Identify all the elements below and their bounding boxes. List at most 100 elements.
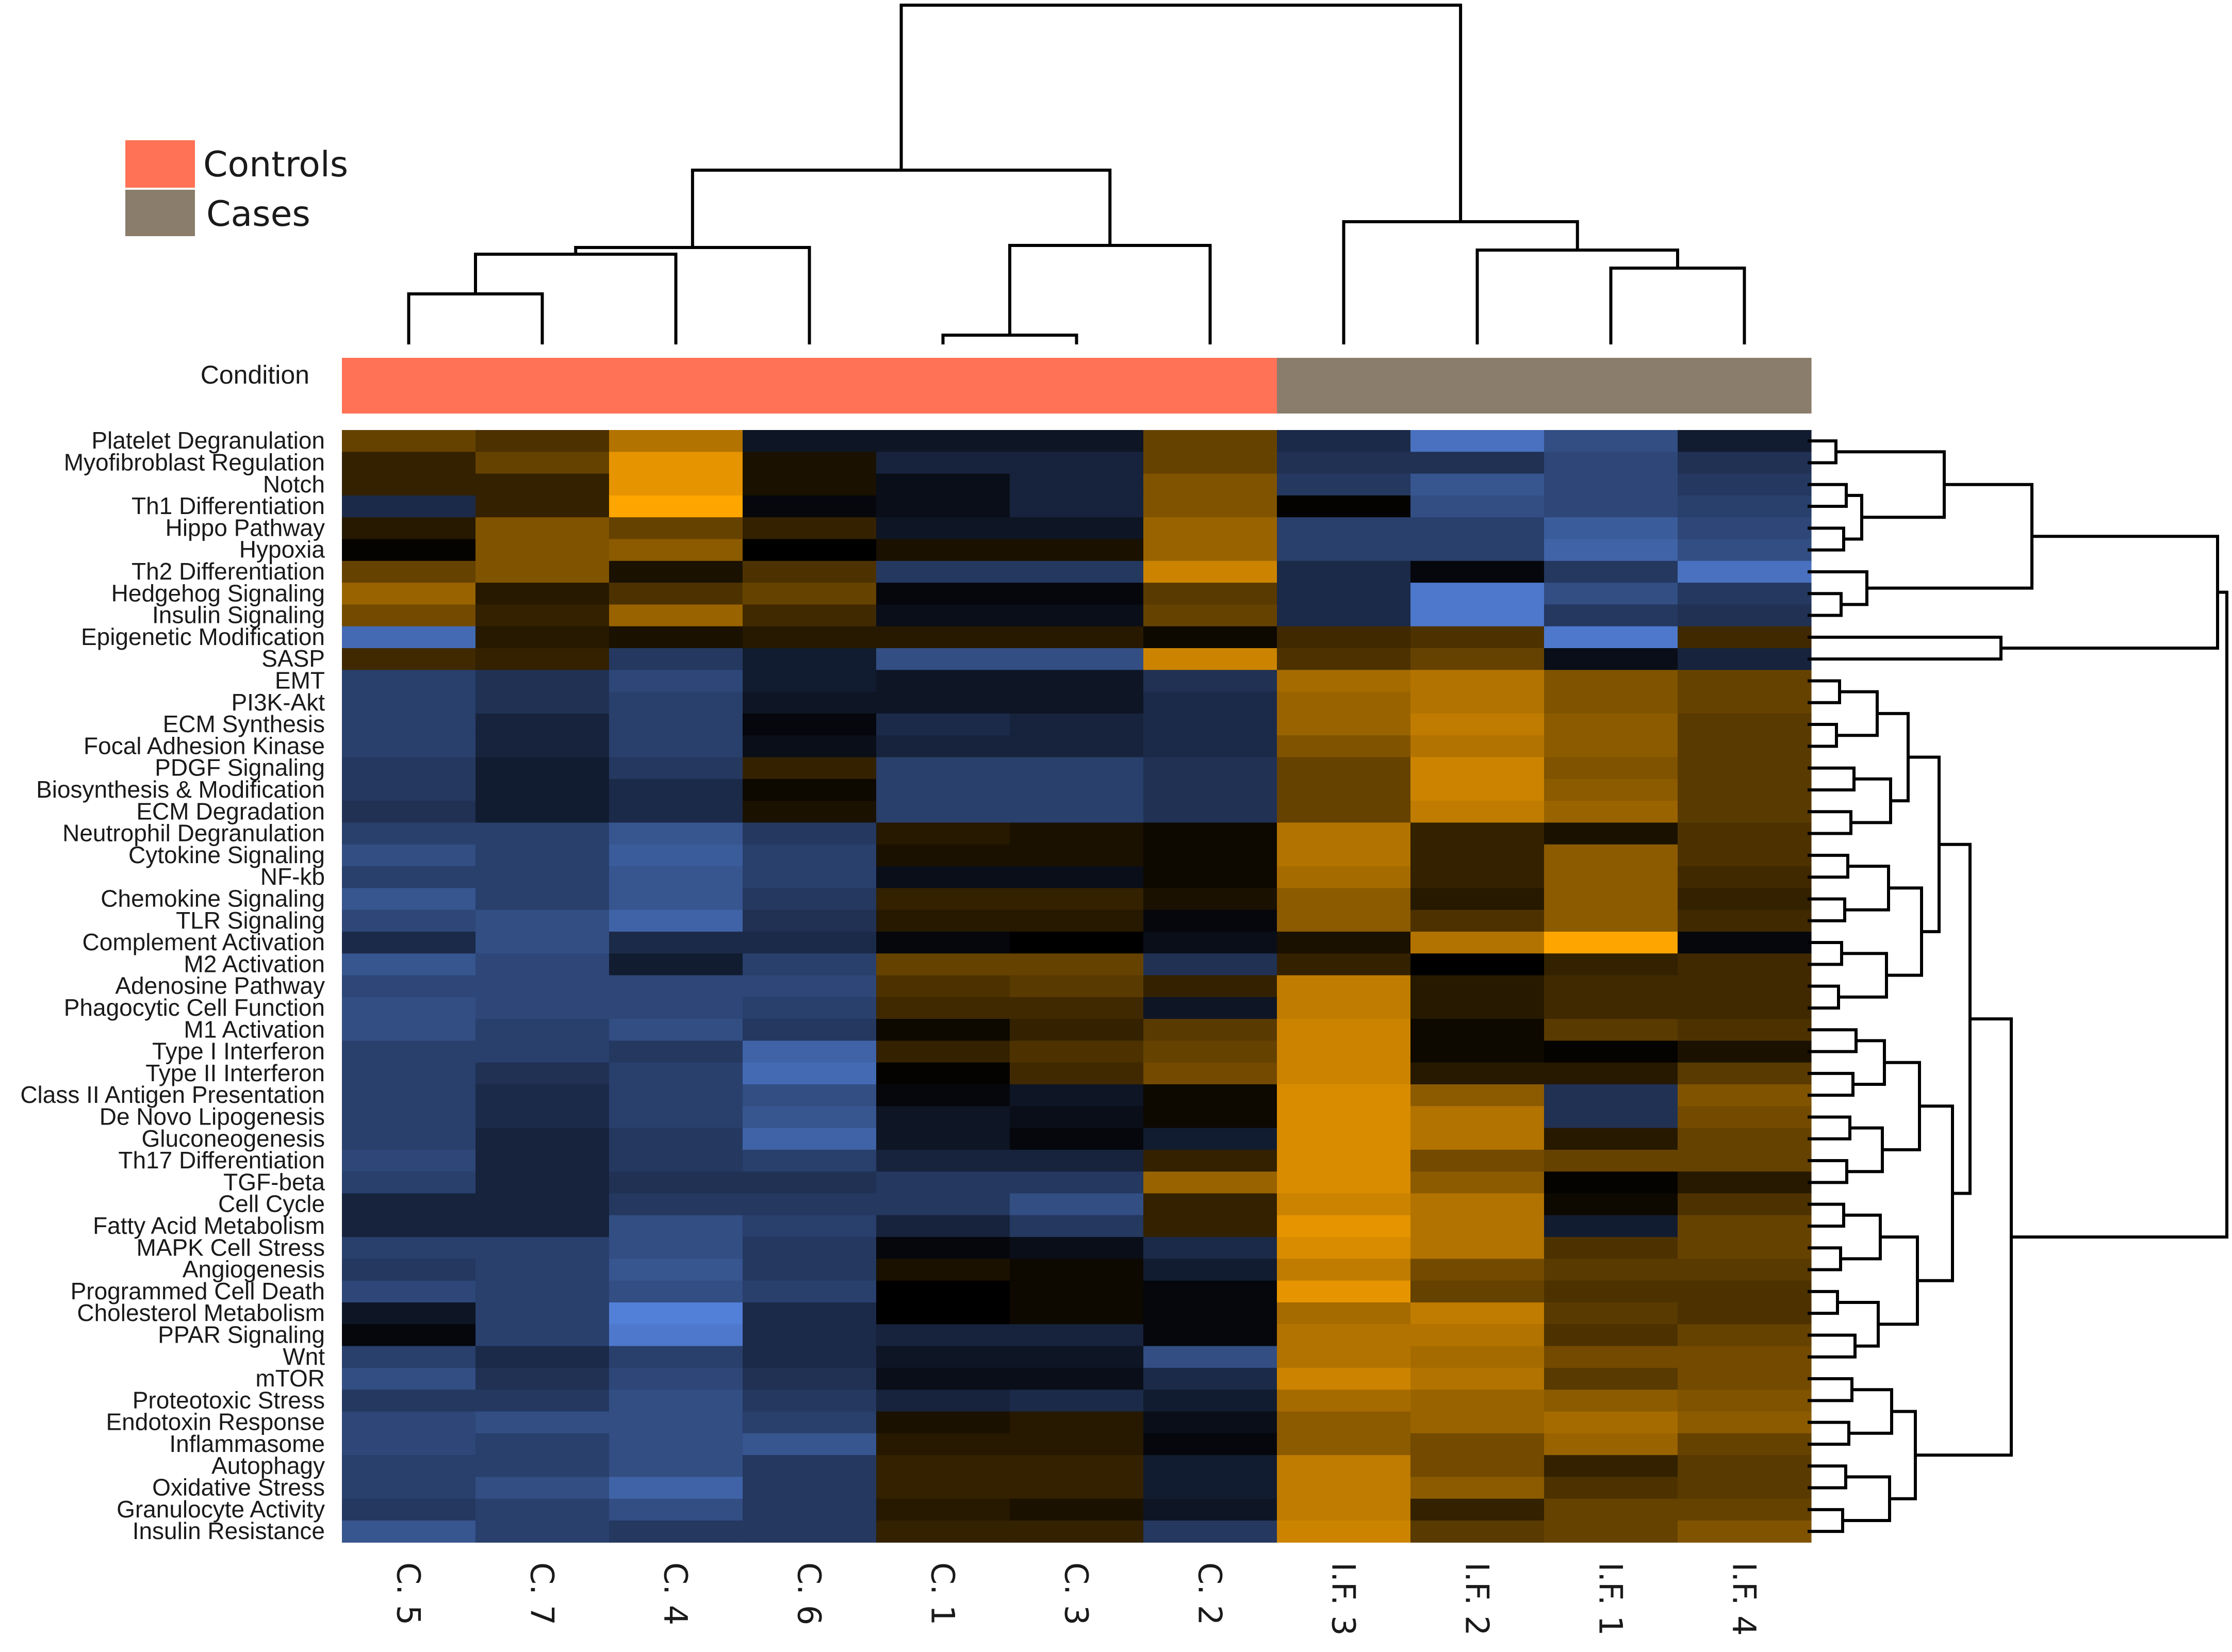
heatmap-cell [1678,1171,1812,1194]
heatmap-cell [876,975,1010,998]
heatmap-cell [743,670,877,692]
heatmap-cell [1143,560,1277,583]
column-label: I.F. 1 [1592,1562,1630,1636]
heatmap-cell [475,1390,610,1412]
heatmap-cell [475,757,610,780]
heatmap-cell [743,1237,877,1259]
heatmap-cell [475,713,610,736]
row-label: Epigenetic Modification [81,623,325,650]
heatmap-cell [342,1498,476,1521]
row-label: Cell Cycle [218,1191,325,1217]
heatmap-cell [1143,517,1277,540]
heatmap-cell [743,1106,877,1129]
heatmap-cells [342,430,1812,1543]
heatmap-cell [342,626,476,649]
heatmap-cell [876,539,1010,561]
row-label: Adenosine Pathway [115,972,325,999]
heatmap-cell [1410,975,1545,998]
heatmap-cell [1143,822,1277,845]
dendrogram-link [1841,1213,1882,1261]
heatmap-cell [743,560,877,583]
heatmap-cell [743,648,877,670]
heatmap-cell [609,560,743,583]
heatmap-cell [743,975,877,998]
heatmap-cell [475,801,610,823]
row-label: Focal Adhesion Kinase [84,732,325,759]
row-label: Complement Activation [83,929,325,955]
heatmap-cell [1277,604,1411,627]
heatmap-cell [876,844,1010,867]
dendrogram-link [1847,1126,1884,1174]
heatmap-cell [1143,779,1277,801]
heatmap-cell [1143,735,1277,758]
heatmap-cell [1410,1477,1545,1499]
heatmap-cell [1678,1521,1812,1543]
heatmap-cell [1277,1237,1411,1259]
heatmap-cell [1544,779,1678,801]
heatmap-cell [1678,975,1812,998]
heatmap-cell [609,648,743,670]
heatmap-cell [1010,1498,1144,1521]
heatmap-cell [876,1128,1010,1150]
heatmap-cell [1143,1215,1277,1237]
heatmap-cell [342,1149,476,1172]
heatmap-cell [1410,430,1545,452]
heatmap-cell [1010,1084,1144,1106]
heatmap-cell [876,1171,1010,1194]
row-label: Myofibroblast Regulation [64,449,325,475]
heatmap-cell [1544,430,1678,452]
heatmap-cell [609,1280,743,1303]
heatmap-cell [342,975,476,998]
column-label: C. 3 [1058,1562,1095,1625]
heatmap-cell [1277,539,1411,561]
heatmap-cell [1678,1390,1812,1412]
heatmap-cell [1010,1324,1144,1347]
heatmap-cell [609,910,743,932]
heatmap-cell [1410,1193,1545,1216]
heatmap-cell [1010,1237,1144,1259]
heatmap-cell [1678,539,1812,561]
heatmap-cell [743,1411,877,1434]
heatmap-cell [1410,1062,1545,1085]
heatmap-cell [475,583,610,605]
dendrogram-link [1609,267,1746,344]
row-label: ECM Degradation [136,798,325,824]
row-dendrogram [1808,439,2228,1533]
heatmap-cell [1143,975,1277,998]
row-label: Type II Interferon [145,1060,325,1086]
dendrogram-link [691,169,1112,247]
heatmap-cell [475,452,610,474]
heatmap-cell [475,1302,610,1325]
heatmap-cell [1678,931,1812,954]
heatmap-cell [876,1237,1010,1259]
dendrogram-link [1808,1246,1842,1271]
heatmap-cell [876,430,1010,452]
row-label: PPAR Signaling [158,1321,325,1348]
heatmap-cell [609,1040,743,1063]
dendrogram-link [1915,1017,2013,1457]
heatmap-cell [1410,452,1545,474]
heatmap-cell [1143,583,1277,605]
heatmap-cell [1010,801,1144,823]
row-label: Proteotoxic Stress [133,1386,325,1413]
heatmap-cell [1143,1477,1277,1499]
heatmap-cell [743,801,877,823]
heatmap-cell [1277,495,1411,518]
heatmap-cell [342,1433,476,1456]
heatmap-cell [1678,604,1812,627]
row-label: M2 Activation [184,950,325,977]
heatmap-cell [475,1346,610,1368]
heatmap-cell [1010,495,1144,518]
heatmap-cell [876,801,1010,823]
heatmap-cell [1010,1149,1144,1172]
heatmap-cell [609,1521,743,1543]
heatmap-cell [1143,1367,1277,1390]
heatmap-cell [1544,953,1678,976]
heatmap-cell [342,583,476,605]
heatmap-cell [743,779,877,801]
heatmap-cell [342,1455,476,1477]
heatmap-cell [743,1302,877,1325]
heatmap-cell [743,1149,877,1172]
heatmap-cell [1410,801,1545,823]
heatmap-cell [1410,1498,1545,1521]
